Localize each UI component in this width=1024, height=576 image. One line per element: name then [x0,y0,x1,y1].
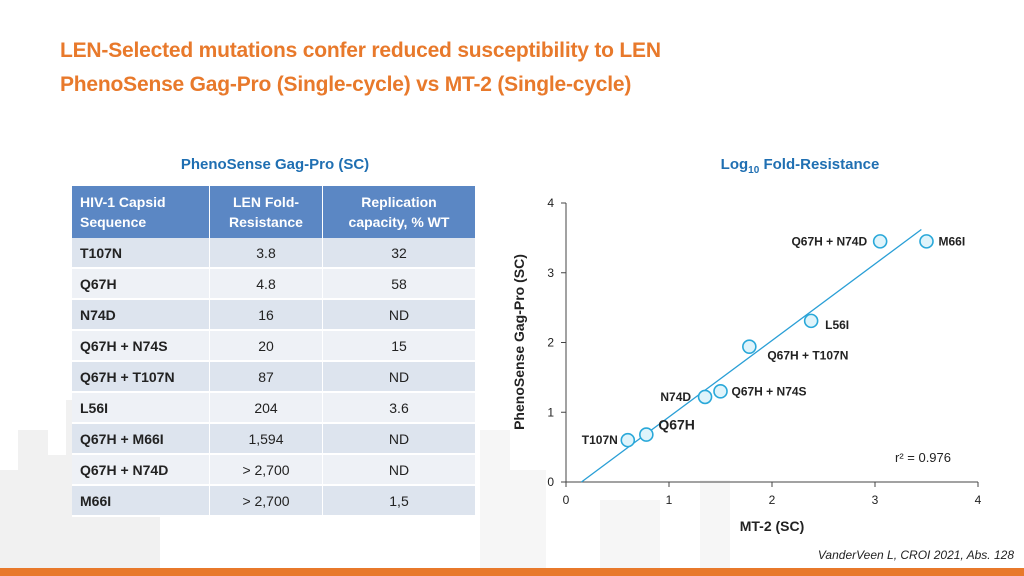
cell-sequence: Q67H + T107N [72,361,210,393]
x-tick-label: 3 [872,493,879,507]
x-tick-label: 4 [975,493,982,507]
y-tick-label: 2 [547,336,554,350]
r-squared-annotation: r² = 0.976 [895,450,951,465]
header-fold-line-1: LEN Fold- [232,194,300,210]
slide-title: LEN-Selected mutations confer reduced su… [60,34,661,102]
fit-line [581,228,922,483]
cell-sequence: Q67H + N74S [72,330,210,362]
table-row: Q67H 4.8 58 [72,268,476,300]
cell-sequence: Q67H + M66I [72,423,210,455]
x-tick-label: 1 [666,493,673,507]
data-point-label: Q67H [658,417,695,433]
table-row: Q67H + M66I 1,594 ND [72,423,476,455]
data-point-label: Q67H + N74D [791,234,867,248]
cell-sequence: N74D [72,299,210,331]
cell-fold-resistance: > 2,700 [209,485,323,517]
chart-heading-prefix: Log [720,156,749,173]
data-point-label: Q67H + T107N [767,349,848,363]
x-tick-label: 0 [563,493,570,507]
table-header-row: HIV-1 Capsid Sequence LEN Fold- Resistan… [72,186,476,238]
cell-sequence: L56I [72,392,210,424]
cell-sequence: T107N [72,238,210,269]
data-point [919,234,934,249]
cell-fold-resistance: 1,594 [209,423,323,455]
header-replication-line-2: capacity, % WT [348,214,450,230]
cell-sequence: Q67H + N74D [72,454,210,486]
cell-replication: 15 [322,330,476,362]
cell-fold-resistance: 20 [209,330,323,362]
data-point [803,313,819,329]
header-capsid-line-1: HIV-1 Capsid [80,194,166,210]
header-capsid-sequence: HIV-1 Capsid Sequence [72,186,210,238]
cell-replication: ND [322,423,476,455]
data-point [620,432,636,448]
x-axis-label: MT-2 (SC) [740,518,805,534]
cell-replication: 58 [322,268,476,300]
header-replication-capacity: Replication capacity, % WT [322,186,476,238]
table-row: Q67H + N74S 20 15 [72,330,476,362]
chart-heading: Log10 Fold-Resistance [640,156,960,176]
chart-axes: 0 1 2 3 4 0 1 2 3 4 [547,196,981,507]
header-replication-line-1: Replication [361,194,437,210]
header-capsid-line-2: Sequence [80,214,147,230]
table-row: T107N 3.8 32 [72,238,476,269]
cell-fold-resistance: 16 [209,299,323,331]
cell-sequence: Q67H [72,268,210,300]
footer-bar [0,568,1024,576]
title-line-1: LEN-Selected mutations confer reduced su… [60,39,661,62]
data-point [697,389,713,405]
cell-fold-resistance: 204 [209,392,323,424]
header-fold-line-2: Resistance [229,214,303,230]
y-tick-label: 3 [547,266,554,280]
header-fold-resistance: LEN Fold- Resistance [209,186,323,238]
table-row: M66I > 2,700 1,5 [72,485,476,517]
table-row: L56I 204 3.6 [72,392,476,424]
cell-sequence: M66I [72,485,210,517]
table-heading: PhenoSense Gag-Pro (SC) [180,156,370,173]
data-point-label: L56I [825,318,849,332]
y-tick-label: 1 [547,405,554,419]
data-point [742,339,757,354]
fit-line-group [581,228,922,483]
citation: VanderVeen L, CROI 2021, Abs. 128 [817,548,1014,562]
data-point [872,234,888,249]
table-row: Q67H + T107N 87 ND [72,361,476,393]
table-row: Q67H + N74D > 2,700 ND [72,454,476,486]
cell-replication: 32 [322,238,476,269]
chart-heading-suffix: Fold-Resistance [759,156,880,173]
table-row: N74D 16 ND [72,299,476,331]
cell-fold-resistance: 87 [209,361,323,393]
data-point [713,384,728,399]
chart-heading-subscript: 10 [748,165,760,176]
y-tick-label: 0 [547,475,554,489]
y-axis-label: PhenoSense Gag-Pro (SC) [511,254,527,430]
y-tick-label: 4 [547,196,554,210]
cell-fold-resistance: 4.8 [209,268,323,300]
resistance-table: HIV-1 Capsid Sequence LEN Fold- Resistan… [72,186,476,517]
data-point-label: N74D [660,390,691,404]
cell-fold-resistance: 3.8 [209,238,323,269]
data-points: T107N Q67H N74D Q67H + N74S Q67H + T107N L56I… [582,234,966,448]
cell-fold-resistance: > 2,700 [209,454,323,486]
cell-replication: ND [322,361,476,393]
cell-replication: ND [322,454,476,486]
data-point [639,427,654,442]
x-tick-label: 2 [769,493,776,507]
title-line-2: PhenoSense Gag-Pro (Single-cycle) vs MT-… [60,73,632,96]
cell-replication: ND [322,299,476,331]
data-point-label: T107N [582,433,618,447]
cell-replication: 3.6 [322,392,476,424]
data-point-label: M66I [939,234,966,248]
cell-replication: 1,5 [322,485,476,517]
data-point-label: Q67H + N74S [732,384,807,398]
